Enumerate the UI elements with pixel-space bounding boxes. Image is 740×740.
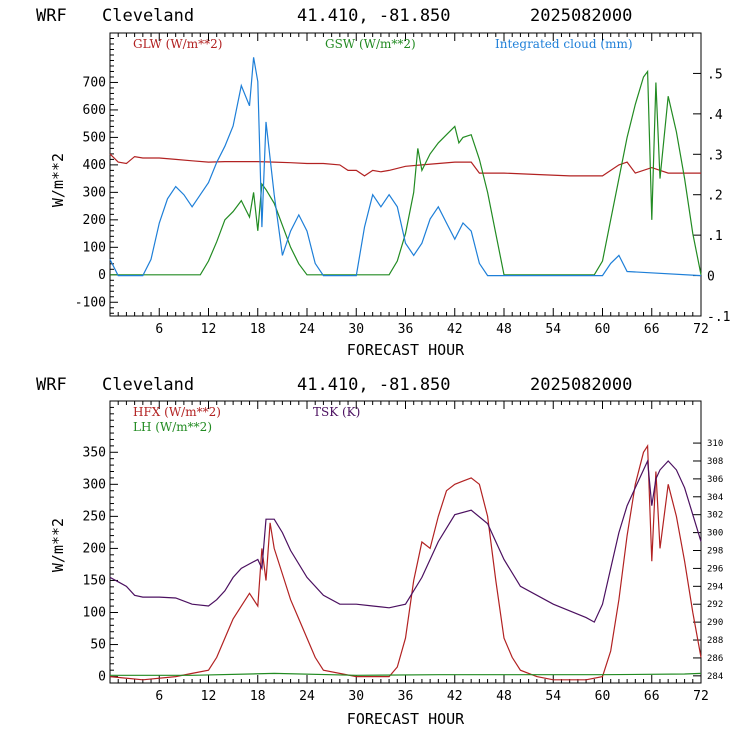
y2-tick-label: 296 [707,564,723,574]
y-axis-label: W/m**2 [49,153,67,207]
y-tick-label: 300 [83,185,106,200]
y-tick-label: 250 [83,509,106,524]
x-tick-label: 24 [299,689,315,704]
series-line [109,458,702,623]
x-tick-label: 36 [398,322,414,337]
x-tick-label: 18 [250,322,266,337]
y2-tick-label: 306 [707,475,723,485]
y2-tick-label: 310 [707,439,723,449]
top-header: WRF Cleveland 41.410, -81.850 2025082000 [36,6,632,26]
y2-tick-label: 304 [707,493,723,503]
legend-entry: TSK (K) [313,405,360,419]
y2-tick-label: .3 [707,148,723,163]
y2-tick-label: .5 [707,67,723,82]
y2-tick-label: 302 [707,511,723,521]
y2-tick-label: -.1 [707,310,730,325]
y2-tick-label: .1 [707,229,723,244]
top-header-model: WRF [36,6,67,26]
x-axis-label: FORECAST HOUR [347,341,465,359]
bottom-header-run: 2025082000 [530,375,632,395]
bottom-header-coords: 41.410, -81.850 [297,375,451,395]
x-tick-label: 12 [201,322,217,337]
y-tick-label: 500 [83,130,106,145]
top-chart-panel: 6 12 18 24 30 36 42 48 54 60 66 72 -100 0 100 200 300 400… [49,32,730,359]
bottom-header-model: WRF [36,375,67,395]
x-axis-label: FORECAST HOUR [347,710,465,728]
x-tick-label: 6 [155,322,163,337]
y2-tick-label: 308 [707,457,723,467]
y2-tick-label: 292 [707,600,723,610]
top-header-run: 2025082000 [530,6,632,26]
y2-tick-label: .4 [707,108,723,123]
y-axis-label: W/m**2 [49,518,67,572]
x-tick-label: 30 [348,322,364,337]
series-line [110,69,702,276]
legend-entry: GSW (W/m**2) [325,37,416,51]
y-tick-label: 350 [83,445,106,460]
x-tick-label: 42 [447,689,463,704]
y-tick-label: 300 [83,477,106,492]
y2-tick-label: 284 [707,672,723,682]
top-header-coords: 41.410, -81.850 [297,6,451,26]
y2-tick-label: 294 [707,582,723,592]
legend-entry: GLW (W/m**2) [133,37,222,51]
series-line [109,153,701,177]
series-line [109,57,702,277]
x-tick-label: 42 [447,322,463,337]
bottom-header-city: Cleveland [102,375,194,395]
x-tick-label: 6 [155,689,163,704]
x-tick-label: 24 [299,322,315,337]
x-tick-label: 72 [693,689,709,704]
y2-tick-label: 290 [707,618,723,628]
y2-tick-label: 0 [707,270,715,285]
y-tick-label: 0 [98,268,106,283]
series-line [109,443,702,681]
legend-entry: LH (W/m**2) [133,420,212,434]
x-tick-label: 54 [545,322,561,337]
y2-tick-label: 300 [707,529,723,539]
series-line [110,672,702,676]
y2-tick-label: 286 [707,654,723,664]
top-header-city: Cleveland [102,6,194,26]
x-tick-label: 66 [644,689,660,704]
y2-tick-label: .2 [707,189,723,204]
y-tick-label: 600 [83,103,106,118]
bottom-chart-panel: 6 12 18 24 30 36 42 48 54 60 66 72 0 50 100 150 200 250 30… [49,400,723,728]
x-tick-label: 48 [496,322,512,337]
x-tick-label: 72 [693,322,709,337]
x-tick-label: 60 [595,689,611,704]
x-tick-label: 66 [644,322,660,337]
x-tick-label: 12 [201,689,217,704]
y-tick-label: 0 [98,670,106,685]
x-tick-label: 48 [496,689,512,704]
y-tick-label: 50 [90,638,106,653]
y-tick-label: 200 [83,213,106,228]
y-tick-label: 100 [83,606,106,621]
legend-entry: HFX (W/m**2) [133,405,221,419]
y2-tick-label: 298 [707,547,723,557]
y-tick-label: 150 [83,573,106,588]
x-tick-label: 60 [595,322,611,337]
y-tick-label: 200 [83,541,106,556]
y-tick-label: 400 [83,158,106,173]
y2-tick-label: 288 [707,636,723,646]
y-tick-label: 100 [83,240,106,255]
x-tick-label: 30 [348,689,364,704]
x-tick-label: 54 [545,689,561,704]
x-tick-label: 18 [250,689,266,704]
y-tick-label: 700 [83,75,106,90]
x-tick-label: 36 [398,689,414,704]
bottom-header: WRF Cleveland 41.410, -81.850 2025082000 [36,375,632,395]
y-tick-label: -100 [75,295,106,310]
plot-frame [109,32,702,317]
legend-entry: Integrated cloud (mm) [495,37,633,51]
